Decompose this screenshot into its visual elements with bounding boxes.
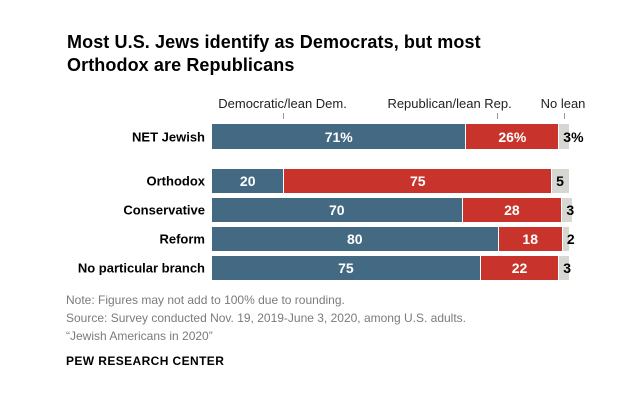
report-title-text: “Jewish Americans in 2020”: [66, 329, 213, 343]
democratic-segment: 71%: [212, 124, 466, 149]
chart-title-line2: Orthodox are Republicans: [67, 55, 295, 75]
note-text: Note: Figures may not add to 100% due to…: [66, 293, 345, 307]
democratic-segment: 20: [212, 169, 284, 193]
republican-segment: 22: [479, 256, 559, 280]
nolean-segment: 3: [558, 256, 572, 280]
nolean-value: 3%: [563, 128, 584, 145]
axis-tick-republican: [497, 113, 499, 119]
row-label: Conservative: [123, 202, 205, 218]
nolean-segment: 3%: [558, 124, 584, 149]
source-text: Source: Survey conducted Nov. 19, 2019-J…: [66, 311, 467, 325]
democratic-segment: 80: [212, 227, 498, 251]
nolean-segment: 3: [561, 198, 575, 222]
nolean-value: 3: [563, 260, 572, 276]
bar-row: NET Jewish 71% 26% 3%: [132, 124, 584, 149]
column-header-nolean: No lean: [540, 96, 586, 111]
bar-chart: Democratic/lean Dem. Republican/lean Rep…: [78, 96, 585, 285]
nolean-segment: 5: [551, 169, 569, 193]
republican-segment: 26%: [465, 124, 559, 149]
row-label: Orthodox: [146, 173, 206, 189]
bar-row: Orthodox 20 75 5: [147, 169, 572, 193]
axis-tick-nolean: [564, 113, 566, 119]
bar-row: No particular branch 75 22 3: [78, 256, 572, 280]
republican-segment: 75: [283, 169, 552, 193]
republican-segment: 28: [461, 198, 562, 222]
pew-research-center-logo: PEW RESEARCH CENTER: [66, 354, 225, 368]
row-label: Reform: [159, 231, 205, 247]
chart-title: Most U.S. Jews identify as Democrats, bu…: [67, 31, 607, 77]
nolean-segment: 2: [561, 227, 575, 251]
bar-row: Reform 80 18 2: [159, 227, 575, 251]
bar-rows: NET Jewish 71% 26% 3% Orthodox 20 75 5 Conservat…: [78, 124, 584, 280]
axis-tick-democratic: [282, 113, 284, 119]
bar-row: Conservative 70 28 3: [123, 198, 575, 222]
column-header-democratic: Democratic/lean Dem.: [218, 96, 347, 111]
column-header-republican: Republican/lean Rep.: [387, 96, 512, 111]
chart-title-line1: Most U.S. Jews identify as Democrats, bu…: [67, 32, 481, 52]
row-label: No particular branch: [77, 260, 205, 276]
republican-segment: 18: [497, 227, 562, 251]
nolean-value: 5: [556, 173, 564, 189]
nolean-value: 2: [566, 231, 575, 247]
row-label: NET Jewish: [132, 129, 205, 144]
nolean-value: 3: [566, 202, 575, 218]
chart-footer: Note: Figures may not add to 100% due to…: [66, 291, 606, 368]
democratic-segment: 70: [212, 198, 462, 222]
democratic-segment: 75: [212, 256, 480, 280]
